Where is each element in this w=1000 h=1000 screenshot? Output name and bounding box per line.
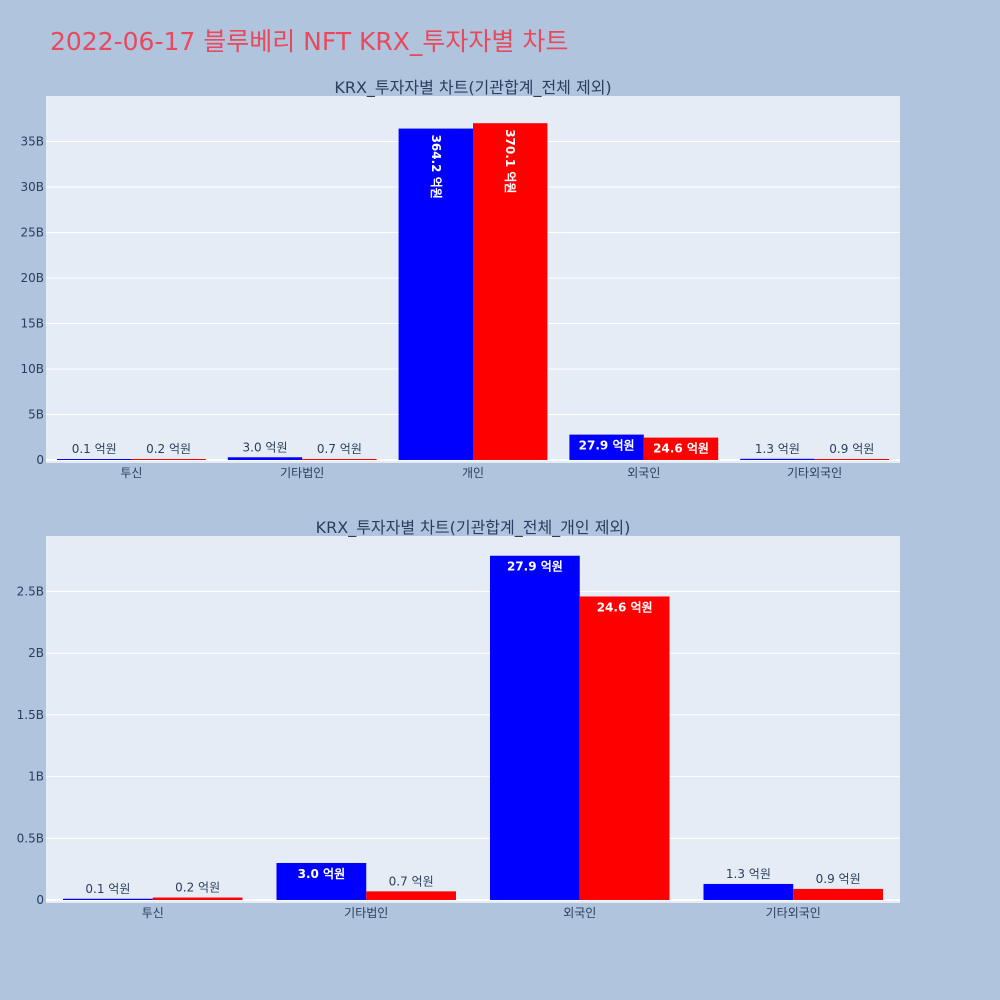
bar-value-label: 0.9 억원	[816, 872, 861, 886]
y-tick-label: 0.5B	[17, 831, 44, 845]
buy-bar	[740, 458, 815, 460]
bar-value-label: 0.2 억원	[146, 442, 191, 456]
chart-bottom: 0 0.5B 1B 1.5B 2B 2.5B KRX_투자자별 차트(기관합계_전체_개인 …	[17, 518, 900, 920]
sell-bar	[793, 888, 883, 900]
bar-value-label: 24.6 억원	[597, 600, 653, 614]
y-tick-label: 20B	[20, 271, 44, 285]
x-tick-label: 기타법인	[280, 466, 324, 480]
buy-bar	[703, 883, 794, 900]
y-tick-label: 10B	[20, 362, 44, 376]
bar-value-label: 1.3 억원	[726, 867, 771, 881]
y-tick-label: 2B	[28, 646, 44, 660]
y-tick-label: 15B	[20, 317, 44, 331]
y-tick-label: 1B	[28, 770, 44, 784]
sell-bar	[579, 596, 670, 900]
bar-value-label: 364.2 억원	[429, 135, 443, 199]
bar-value-label: 3.0 억원	[298, 867, 346, 881]
x-tick-label: 기타법인	[344, 906, 388, 920]
bar-value-label: 0.7 억원	[389, 874, 434, 888]
x-tick-label: 기타외국인	[787, 466, 842, 480]
sell-bar	[366, 891, 456, 900]
sell-bar	[302, 459, 377, 460]
sell-bar	[131, 459, 206, 460]
buy-bar	[490, 555, 580, 900]
bar-value-label: 1.3 억원	[755, 442, 800, 456]
y-tick-label: 30B	[20, 180, 44, 194]
chart-title: KRX_투자자별 차트(기관합계_전체 제외)	[334, 78, 611, 98]
bar-value-label: 27.9 억원	[507, 560, 563, 574]
buy-bar	[569, 434, 644, 460]
y-tick-label: 35B	[20, 135, 44, 149]
chart-title: KRX_투자자별 차트(기관합계_전체_개인 제외)	[316, 518, 631, 538]
plot-area	[46, 536, 900, 903]
bar-value-label: 0.2 억원	[175, 881, 220, 895]
x-tick-label: 투신	[142, 906, 164, 920]
y-tick-label: 2.5B	[17, 585, 44, 599]
y-tick-label: 0	[36, 453, 44, 467]
sell-bar	[814, 459, 889, 460]
sell-bar	[152, 897, 243, 900]
sell-bar	[643, 437, 719, 460]
bar-value-label: 3.0 억원	[243, 440, 288, 454]
buy-bar	[227, 457, 303, 460]
x-tick-label: 기타외국인	[766, 906, 821, 920]
sell-bar	[473, 123, 548, 461]
bar-value-label: 0.9 억원	[829, 442, 874, 456]
y-tick-label: 5B	[28, 408, 44, 422]
buy-bar	[276, 862, 367, 900]
figure-title: 2022-06-17 블루베리 NFT KRX_투자자별 차트	[50, 27, 568, 56]
x-tick-label: 외국인	[627, 466, 660, 480]
bar-value-label: 0.7 억원	[317, 442, 362, 456]
bar-value-label: 0.1 억원	[72, 442, 117, 456]
bar-value-label: 27.9 억원	[579, 439, 635, 453]
x-tick-label: 개인	[462, 466, 484, 480]
bar-value-label: 370.1 억원	[503, 129, 517, 193]
buy-bar	[57, 459, 132, 460]
buy-bar	[398, 128, 473, 460]
chart-top: 0 5B 10B 15B 20B 25B 30B 35B KRX_투자자별 차트(기관합계_전체…	[20, 78, 900, 480]
buy-bar	[63, 898, 153, 900]
bar-value-label: 24.6 억원	[653, 442, 709, 456]
bar-value-label: 0.1 억원	[85, 882, 130, 896]
x-tick-label: 외국인	[563, 906, 596, 920]
y-tick-label: 0	[36, 893, 44, 907]
x-tick-label: 투신	[120, 466, 142, 480]
y-tick-label: 25B	[20, 226, 44, 240]
y-tick-label: 1.5B	[17, 708, 44, 722]
